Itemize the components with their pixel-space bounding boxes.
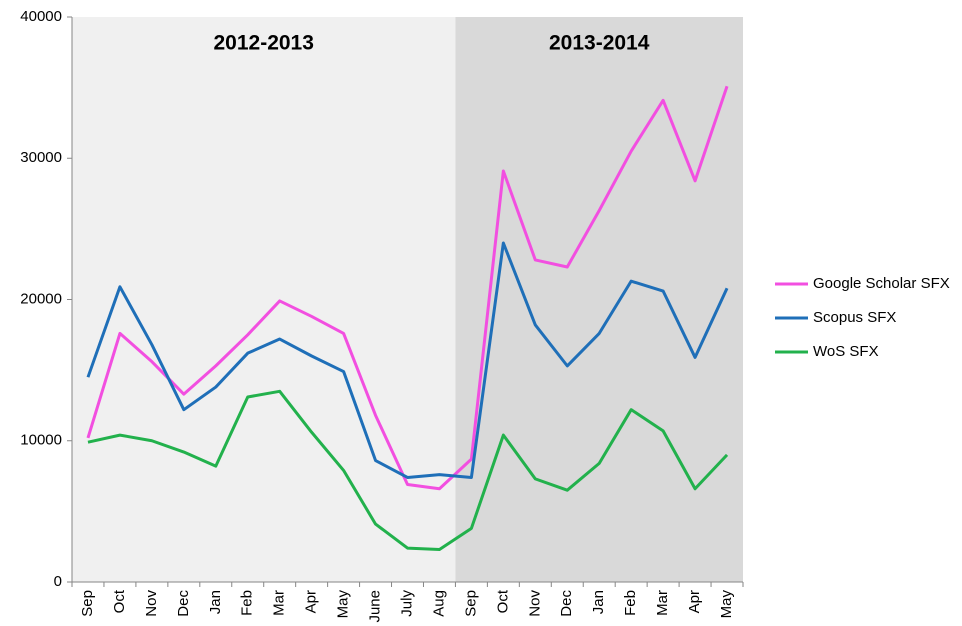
x-tick-label: Jan [207, 590, 224, 614]
x-tick-label: Dec [175, 590, 192, 617]
y-tick-label: 10000 [20, 432, 62, 449]
legend-label: Scopus SFX [813, 309, 896, 326]
x-tick-label: Apr [686, 590, 703, 613]
y-tick-label: 30000 [20, 149, 62, 166]
period-band [72, 17, 456, 582]
x-tick-label: Feb [622, 590, 639, 616]
series-line [86, 241, 729, 479]
x-tick-label: Oct [111, 589, 128, 613]
period-band [455, 17, 743, 582]
period-label: 2012-2013 [213, 32, 313, 55]
y-tick-label: 0 [54, 573, 62, 590]
y-tick-label: 40000 [20, 8, 62, 25]
x-tick-label: Sep [462, 590, 479, 617]
legend-label: Google Scholar SFX [813, 275, 950, 292]
series-line [86, 85, 729, 491]
y-tick-label: 20000 [20, 290, 62, 307]
legend-label: WoS SFX [813, 343, 879, 360]
x-tick-label: June [367, 590, 384, 623]
x-tick-label: Nov [526, 590, 543, 617]
x-tick-label: Dec [558, 590, 575, 617]
period-label: 2013-2014 [549, 32, 650, 55]
series-line [87, 389, 729, 552]
x-tick-label: Sep [79, 590, 96, 617]
x-tick-label: Apr [303, 590, 320, 613]
x-tick-label: Mar [271, 590, 288, 616]
x-tick-label: Jan [590, 590, 607, 614]
x-tick-label: Feb [239, 590, 256, 616]
x-tick-label: July [398, 590, 415, 617]
x-tick-label: Oct [494, 589, 511, 613]
x-tick-label: May [335, 590, 352, 619]
x-tick-label: May [718, 590, 735, 619]
x-tick-label: Mar [654, 590, 671, 616]
x-tick-label: Nov [143, 590, 160, 617]
x-tick-label: Aug [430, 590, 447, 617]
